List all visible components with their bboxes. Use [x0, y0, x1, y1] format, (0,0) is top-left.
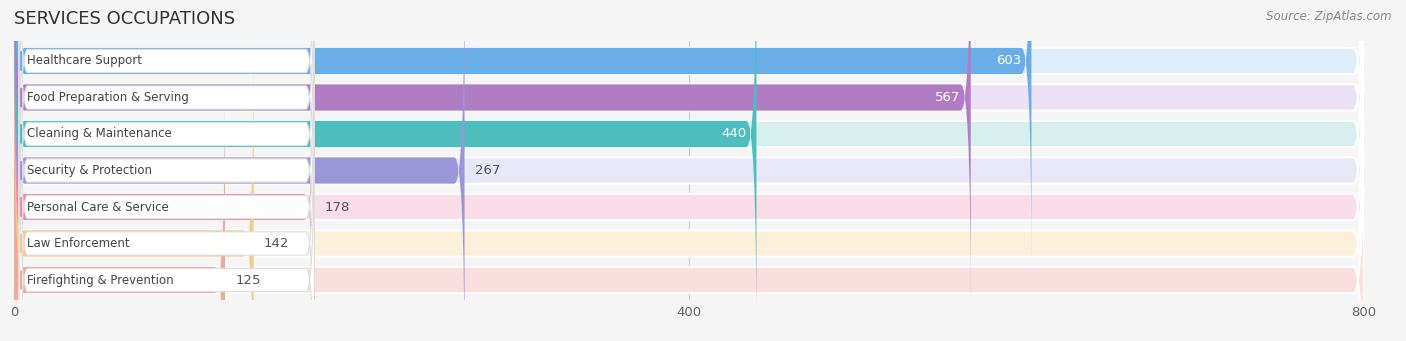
Text: 125: 125 — [235, 273, 260, 286]
Text: Security & Protection: Security & Protection — [27, 164, 152, 177]
FancyBboxPatch shape — [20, 0, 315, 341]
FancyBboxPatch shape — [14, 0, 1364, 267]
FancyBboxPatch shape — [20, 36, 315, 341]
Text: Source: ZipAtlas.com: Source: ZipAtlas.com — [1267, 10, 1392, 23]
FancyBboxPatch shape — [20, 0, 315, 268]
Text: Food Preparation & Serving: Food Preparation & Serving — [27, 91, 188, 104]
FancyBboxPatch shape — [14, 0, 464, 341]
FancyBboxPatch shape — [14, 1, 1364, 341]
Text: Healthcare Support: Healthcare Support — [27, 55, 142, 68]
FancyBboxPatch shape — [14, 74, 225, 341]
Text: 440: 440 — [721, 128, 747, 140]
FancyBboxPatch shape — [14, 0, 970, 303]
FancyBboxPatch shape — [14, 0, 1364, 303]
FancyBboxPatch shape — [14, 0, 756, 340]
FancyBboxPatch shape — [14, 0, 1364, 340]
Text: 178: 178 — [325, 201, 350, 213]
FancyBboxPatch shape — [20, 0, 315, 232]
FancyBboxPatch shape — [14, 38, 1364, 341]
Text: Firefighting & Prevention: Firefighting & Prevention — [27, 273, 173, 286]
FancyBboxPatch shape — [20, 109, 315, 341]
Text: Personal Care & Service: Personal Care & Service — [27, 201, 169, 213]
FancyBboxPatch shape — [20, 0, 315, 305]
Text: 603: 603 — [995, 55, 1021, 68]
Text: SERVICES OCCUPATIONS: SERVICES OCCUPATIONS — [14, 10, 235, 28]
Text: 142: 142 — [264, 237, 290, 250]
Text: 267: 267 — [475, 164, 501, 177]
Text: 567: 567 — [935, 91, 960, 104]
FancyBboxPatch shape — [14, 74, 1364, 341]
Text: Cleaning & Maintenance: Cleaning & Maintenance — [27, 128, 172, 140]
FancyBboxPatch shape — [20, 73, 315, 341]
FancyBboxPatch shape — [14, 1, 315, 341]
Text: Law Enforcement: Law Enforcement — [27, 237, 129, 250]
FancyBboxPatch shape — [14, 38, 253, 341]
FancyBboxPatch shape — [14, 0, 1032, 267]
FancyBboxPatch shape — [14, 0, 1364, 341]
